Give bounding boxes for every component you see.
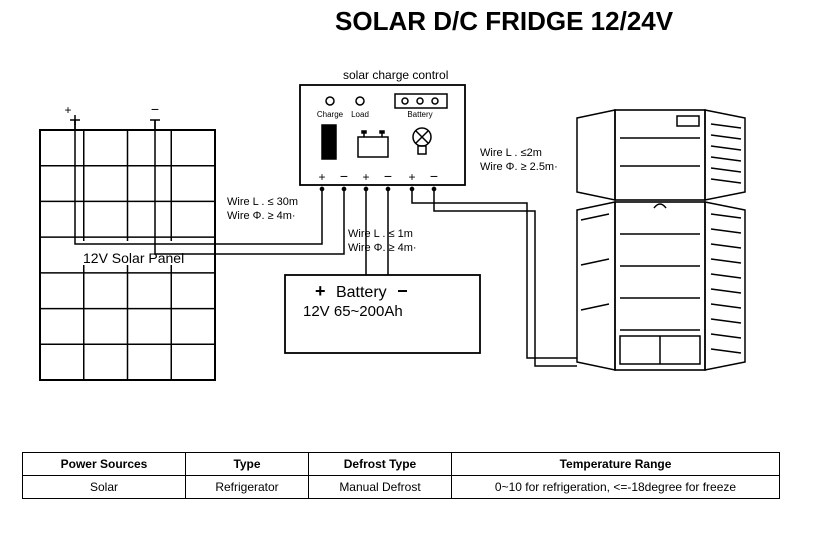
svg-text:Battery: Battery bbox=[407, 110, 432, 119]
svg-text:+: + bbox=[64, 103, 71, 117]
battery-plus-icon: + bbox=[315, 281, 326, 301]
spec-table-wrap: Power SourcesTypeDefrost TypeTemperature… bbox=[22, 452, 780, 499]
battery-spec: 12V 65~200Ah bbox=[303, 303, 403, 320]
battery-minus-icon: − bbox=[397, 281, 408, 301]
wire-panel-ctrl-length: Wire L . ≤ 30m bbox=[227, 196, 298, 208]
svg-text:−: − bbox=[430, 168, 438, 184]
diagram-title: SOLAR D/C FRIDGE 12/24V bbox=[335, 6, 673, 37]
table-header: Type bbox=[186, 453, 309, 476]
wire-panel-ctrl-label: Wire L . ≤ 30m Wire Φ. ≥ 4m· bbox=[227, 195, 298, 224]
svg-text:+: + bbox=[362, 170, 369, 184]
wire-ctrl-batt-label: Wire L . ≤ 1m Wire Φ. ≥ 4m· bbox=[348, 227, 417, 256]
table-header: Defrost Type bbox=[309, 453, 452, 476]
table-row: SolarRefrigeratorManual Defrost0~10 for … bbox=[23, 476, 780, 499]
battery-label-row: + Battery − bbox=[315, 281, 408, 302]
table-cell: Manual Defrost bbox=[309, 476, 452, 499]
table-header: Temperature Range bbox=[452, 453, 780, 476]
wire-ctrl-batt-length: Wire L . ≤ 1m bbox=[348, 228, 413, 240]
spec-table: Power SourcesTypeDefrost TypeTemperature… bbox=[22, 452, 780, 499]
svg-text:−: − bbox=[384, 168, 392, 184]
battery-label: Battery bbox=[336, 284, 387, 301]
svg-text:Load: Load bbox=[351, 110, 369, 119]
svg-text:−: − bbox=[340, 168, 348, 184]
table-header: Power Sources bbox=[23, 453, 186, 476]
svg-text:+: + bbox=[318, 170, 325, 184]
table-cell: Solar bbox=[23, 476, 186, 499]
wire-ctrl-fridge-length: Wire L . ≤2m bbox=[480, 147, 542, 159]
wire-ctrl-fridge-label: Wire L . ≤2m Wire Φ. ≥ 2.5m· bbox=[480, 146, 558, 175]
wire-panel-ctrl-gauge: Wire Φ. ≥ 4m· bbox=[227, 210, 296, 222]
table-cell: 0~10 for refrigeration, <=-18degree for … bbox=[452, 476, 780, 499]
wire-ctrl-fridge-gauge: Wire Φ. ≥ 2.5m· bbox=[480, 161, 558, 173]
controller-title: solar charge control bbox=[343, 68, 448, 82]
solar-panel-label: 12V Solar Panel bbox=[83, 250, 184, 266]
svg-text:−: − bbox=[151, 101, 159, 117]
svg-text:Charge: Charge bbox=[317, 110, 344, 119]
wire-ctrl-batt-gauge: Wire Φ. ≥ 4m· bbox=[348, 242, 417, 254]
svg-text:+: + bbox=[408, 170, 415, 184]
table-cell: Refrigerator bbox=[186, 476, 309, 499]
